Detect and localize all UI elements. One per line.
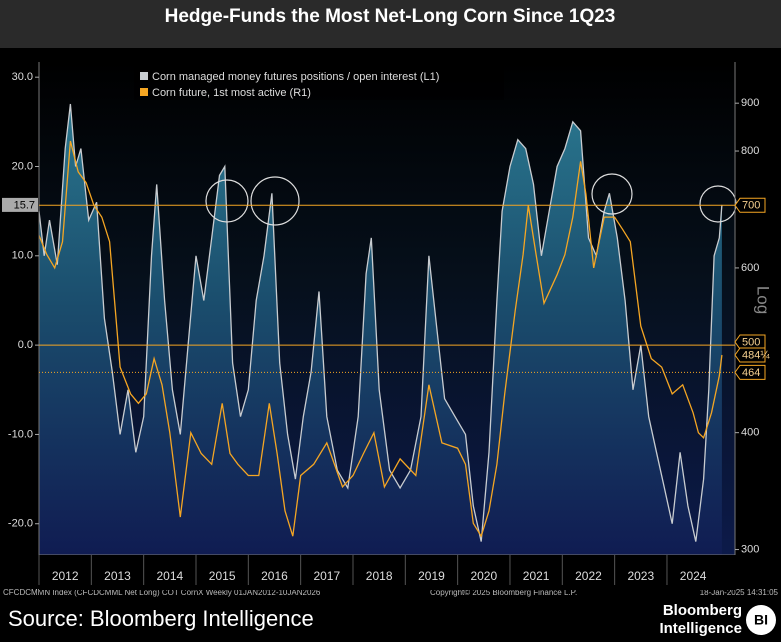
y-tick-label: -10.0 (8, 428, 33, 440)
x-tick-label: 2023 (627, 569, 654, 583)
x-tick-label: 2014 (156, 569, 183, 583)
chart-title: Hedge-Funds the Most Net-Long Corn Since… (165, 6, 616, 27)
value-tag (734, 364, 766, 380)
logo-text: Bloomberg (663, 602, 742, 619)
value-tag-label: 700 (742, 200, 760, 212)
x-axis-band (39, 555, 735, 590)
value-tag (734, 347, 766, 363)
value-tag-label: 464 (742, 367, 760, 379)
x-tick-label: 2021 (523, 569, 550, 583)
y2-tick-label: 600 (741, 262, 759, 274)
x-tick-label: 2020 (470, 569, 497, 583)
title-bar (0, 0, 781, 48)
series-line (38, 140, 723, 538)
x-tick-label: 2019 (418, 569, 445, 583)
x-tick-label: 2017 (313, 569, 340, 583)
logo-badge (746, 605, 776, 635)
x-tick-label: 2015 (209, 569, 236, 583)
footer-text: CFCDCMMN Index (CFCDCMML Net Long) COT C… (3, 588, 321, 597)
x-tick-label: 2013 (104, 569, 131, 583)
highlight-circle (205, 179, 249, 223)
value-tag (734, 197, 766, 213)
legend-box (134, 66, 504, 100)
y-tick-label: 30.0 (12, 71, 33, 83)
x-tick-label: 2022 (575, 569, 602, 583)
logo-text: Intelligence (659, 620, 742, 637)
legend-swatch (140, 72, 148, 80)
y2-tick-label: 400 (741, 427, 759, 439)
y-tick-label: -20.0 (8, 518, 33, 530)
footer-text: 18-Jan-2025 14:31:05 (700, 588, 779, 597)
source: Source: Bloomberg Intelligence (8, 606, 314, 631)
legend-swatch (140, 88, 148, 96)
series-line (38, 103, 723, 542)
highlight-circle (250, 176, 300, 226)
y-tick-label: 0.0 (18, 339, 33, 351)
highlight-circle (591, 173, 633, 215)
axis-scale-label: Log (754, 286, 773, 314)
y2-tick-label: 800 (741, 145, 759, 157)
legend-label: Corn future, 1st most active (R1) (152, 87, 311, 99)
value-tag-label: 15.7 (14, 199, 35, 211)
x-tick-label: 2016 (261, 569, 288, 583)
y-tick-label: 10.0 (12, 250, 33, 262)
logo-badge-text: BI (754, 612, 768, 628)
series-area (39, 104, 722, 555)
x-tick-label: 2018 (366, 569, 393, 583)
value-tag (2, 197, 38, 212)
y2-tick-label: 900 (741, 97, 759, 109)
plot (38, 103, 723, 555)
x-tick-label: 2012 (52, 569, 79, 583)
value-tag-label: 484¼ (742, 349, 770, 361)
footer-text: Copyright© 2025 Bloomberg Finance L.P. (430, 588, 577, 597)
legend-label: Corn managed money futures positions / o… (152, 71, 439, 83)
x-tick-label: 2024 (680, 569, 707, 583)
legend: Corn managed money futures positions / o… (140, 71, 439, 99)
value-tag-label: 500 (742, 336, 760, 348)
value-tag (734, 334, 766, 350)
y-tick-label: 20.0 (12, 160, 33, 172)
y2-tick-label: 300 (741, 543, 759, 555)
